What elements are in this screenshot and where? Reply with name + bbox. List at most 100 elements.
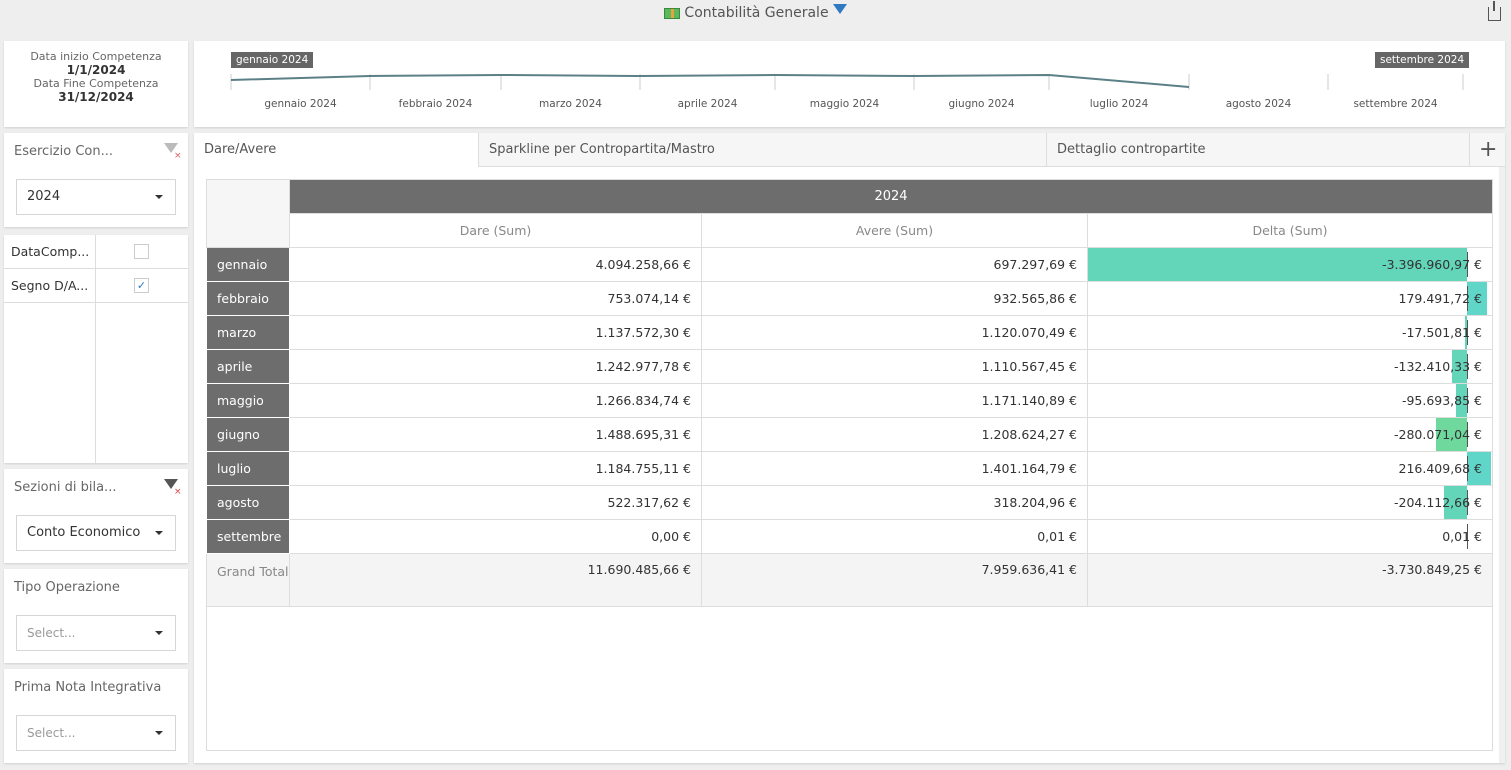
checkbox-checked[interactable]: ✓ [134, 278, 149, 293]
dare-cell: 1.184.755,11 € [289, 451, 702, 486]
check-row[interactable]: DataComp... [4, 235, 188, 269]
delta-axis [1467, 354, 1468, 379]
grand-total-row: Grand Total 11.690.485,66 € 7.959.636,41… [206, 553, 1493, 607]
col-header-dare[interactable]: Dare (Sum) [289, 213, 702, 248]
timeline-end-handle[interactable]: settembre 2024 [1375, 52, 1470, 68]
start-value: 1/1/2024 [66, 63, 126, 77]
delta-data-bar [1465, 316, 1467, 349]
table-row: gennaio 4.094.258,66 € 697.297,69 € -3.3… [206, 247, 1493, 282]
tab-dettaglio[interactable]: Dettaglio contropartite [1047, 133, 1470, 167]
col-header-avere[interactable]: Avere (Sum) [701, 213, 1088, 248]
prima-dropdown[interactable]: Select... [16, 715, 176, 751]
row-header[interactable]: aprile [206, 349, 290, 384]
checkbox[interactable] [134, 244, 149, 259]
timeline-month-label[interactable]: marzo 2024 [539, 98, 602, 110]
delta-data-bar [1456, 384, 1467, 417]
row-header[interactable]: febbraio [206, 281, 290, 316]
date-range-card: Data inizio Competenza 1/1/2024 Data Fin… [4, 41, 188, 127]
esercizio-label: Esercizio Con... [14, 144, 113, 159]
delta-axis [1467, 388, 1468, 413]
total-dare: 11.690.485,66 € [289, 553, 702, 607]
clear-filter-icon[interactable]: × [164, 479, 182, 497]
chevron-down-icon [155, 531, 163, 535]
sezioni-label: Sezioni di bila... [14, 480, 117, 495]
delta-cell: 0,01 € [1087, 519, 1493, 554]
row-header[interactable]: marzo [206, 315, 290, 350]
row-header[interactable]: giugno [206, 417, 290, 452]
share-icon[interactable] [1488, 1, 1501, 21]
delta-axis [1467, 490, 1468, 515]
delta-axis [1467, 456, 1468, 481]
delta-cell: -132.410,33 € [1087, 349, 1493, 384]
delta-value: 216.409,68 € [1398, 461, 1483, 476]
dare-cell: 4.094.258,66 € [289, 247, 702, 282]
avere-cell: 932.565,86 € [701, 281, 1088, 316]
tab-sparkline[interactable]: Sparkline per Contropartita/Mastro [479, 133, 1047, 167]
tipo-placeholder: Select... [27, 626, 76, 640]
timeline-month-label[interactable]: luglio 2024 [1089, 98, 1149, 110]
avere-cell: 1.171.140,89 € [701, 383, 1088, 418]
timeline-month-label[interactable]: aprile 2024 [677, 98, 738, 110]
table-row: febbraio 753.074,14 € 932.565,86 € 179.4… [206, 281, 1493, 316]
add-tab-button[interactable]: + [1470, 133, 1505, 167]
delta-cell: -17.501,81 € [1087, 315, 1493, 350]
check-row[interactable]: Segno D/A... ✓ [4, 269, 188, 303]
tab-dare-avere[interactable]: Dare/Avere [194, 133, 479, 167]
timeline-month-label[interactable]: settembre 2024 [1353, 98, 1438, 110]
timeline-month-label[interactable]: agosto 2024 [1225, 98, 1292, 110]
funnel-icon[interactable] [833, 4, 848, 14]
timeline-month-label[interactable]: maggio 2024 [809, 98, 880, 110]
tipo-label: Tipo Operazione [14, 580, 120, 595]
pivot-panel: Dare/Avere Sparkline per Contropartita/M… [194, 133, 1505, 763]
sezioni-value: Conto Economico [27, 525, 141, 540]
esercizio-dropdown[interactable]: 2024 [16, 179, 176, 215]
grand-total-label: Grand Total [206, 553, 290, 607]
delta-data-bar [1467, 282, 1488, 315]
col-header-delta[interactable]: Delta (Sum) [1087, 213, 1493, 248]
delta-value: -204.112,66 € [1393, 495, 1482, 510]
delta-data-bar [1444, 486, 1467, 519]
table-row: aprile 1.242.977,78 € 1.110.567,45 € -13… [206, 349, 1493, 384]
delta-data-bar [1088, 248, 1467, 281]
end-value: 31/12/2024 [58, 90, 134, 104]
chevron-down-icon [155, 731, 163, 735]
avere-cell: 697.297,69 € [701, 247, 1088, 282]
check-label: DataComp... [11, 244, 90, 259]
prima-placeholder: Select... [27, 726, 76, 740]
timeline-slider[interactable]: gennaio 2024 settembre 2024 gennaio 2024… [194, 41, 1505, 127]
dare-cell: 1.137.572,30 € [289, 315, 702, 350]
pivot-table: 2024 Dare (Sum) Avere (Sum) Delta (Sum) … [206, 179, 1493, 607]
tipo-dropdown[interactable]: Select... [16, 615, 176, 651]
delta-cell: -280.071,04 € [1087, 417, 1493, 452]
table-row: luglio 1.184.755,11 € 1.401.164,79 € 216… [206, 451, 1493, 486]
avere-cell: 1.208.624,27 € [701, 417, 1088, 452]
timeline-month-label[interactable]: gennaio 2024 [264, 98, 337, 110]
sezioni-dropdown[interactable]: Conto Economico [16, 515, 176, 551]
row-header[interactable]: luglio [206, 451, 290, 486]
chevron-down-icon [155, 631, 163, 635]
delta-cell: 179.491,72 € [1087, 281, 1493, 316]
segno-filter-grid: DataComp... Segno D/A... ✓ [4, 235, 188, 463]
delta-cell: -204.112,66 € [1087, 485, 1493, 520]
row-header[interactable]: agosto [206, 485, 290, 520]
row-header[interactable]: gennaio [206, 247, 290, 282]
esercizio-filter: Esercizio Con... × 2024 [4, 133, 188, 227]
row-header[interactable]: settembre [206, 519, 290, 554]
timeline-start-handle[interactable]: gennaio 2024 [231, 52, 314, 68]
prima-label: Prima Nota Integrativa [14, 680, 162, 695]
delta-value: 179.491,72 € [1398, 291, 1483, 306]
timeline-month-label[interactable]: giugno 2024 [948, 98, 1015, 110]
scrollbar[interactable] [1499, 167, 1505, 763]
start-label: Data inizio Competenza [30, 50, 162, 63]
table-row: settembre 0,00 € 0,01 € 0,01 € [206, 519, 1493, 554]
delta-value: -132.410,33 € [1393, 359, 1482, 374]
prima-nota-filter: Prima Nota Integrativa Select... [4, 669, 188, 763]
row-header[interactable]: maggio [206, 383, 290, 418]
esercizio-value: 2024 [27, 189, 61, 204]
delta-cell: -95.693,85 € [1087, 383, 1493, 418]
dashboard-title: Contabilità Generale [0, 4, 1511, 21]
clear-filter-icon[interactable]: × [164, 143, 182, 161]
timeline-month-label[interactable]: febbraio 2024 [398, 98, 473, 110]
year-header[interactable]: 2024 [289, 179, 1493, 214]
timeline-sparkline [230, 73, 1464, 90]
